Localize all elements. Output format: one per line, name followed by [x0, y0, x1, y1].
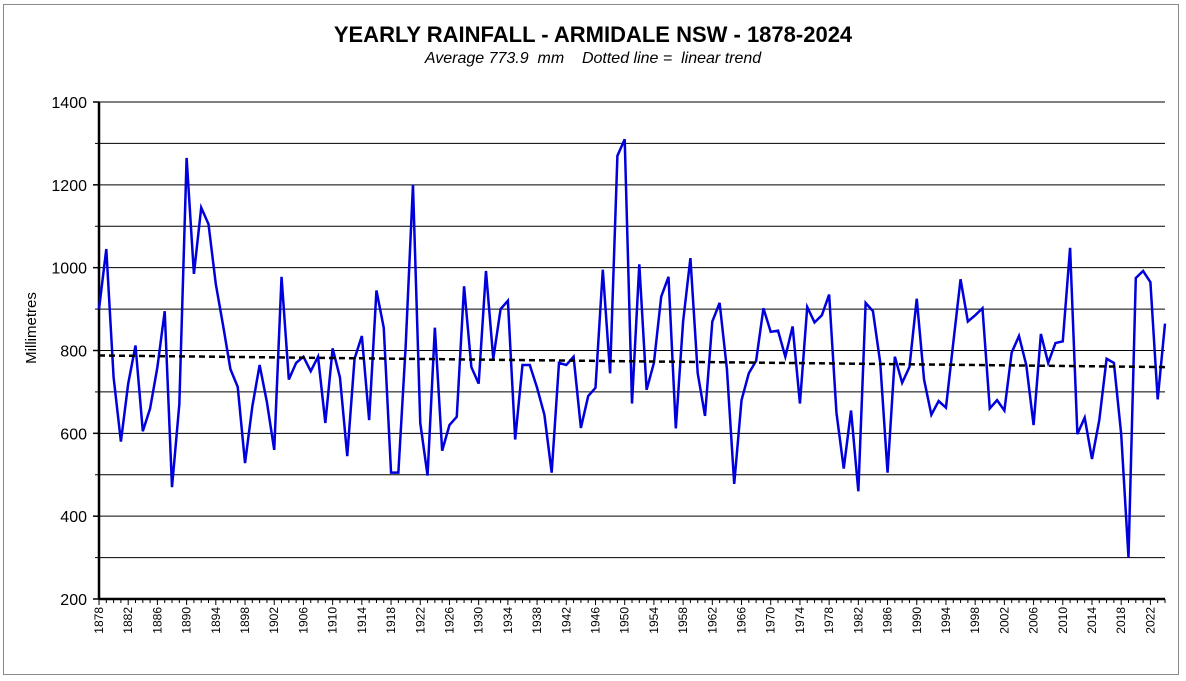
x-tick-label: 1974	[793, 607, 807, 634]
x-tick-label: 2022	[1143, 607, 1157, 634]
x-tick-label: 1914	[355, 607, 369, 634]
y-axis-label: Millimetres	[23, 292, 40, 364]
y-tick-label: 1000	[51, 261, 87, 278]
x-tick-label: 1946	[588, 607, 602, 634]
x-tick-label: 1930	[472, 607, 486, 634]
x-tick-label: 1882	[121, 607, 135, 634]
x-tick-label: 1950	[618, 607, 632, 634]
x-tick-label: 2010	[1056, 607, 1070, 634]
x-tick-label: 2006	[1027, 607, 1041, 634]
x-tick-label: 1918	[384, 607, 398, 634]
x-tick-label: 2018	[1114, 607, 1128, 634]
x-tick-label: 1886	[150, 607, 164, 634]
y-tick-label: 800	[60, 344, 87, 361]
chart-subtitle: Average 773.9 mm Dotted line = linear tr…	[424, 50, 762, 67]
x-tick-label: 1954	[647, 607, 661, 634]
x-tick-label: 1942	[559, 607, 573, 634]
x-tick-label: 1998	[968, 607, 982, 634]
y-tick-label: 1200	[51, 178, 87, 195]
x-tick-label: 1966	[735, 607, 749, 634]
x-tick-label: 1994	[939, 607, 953, 634]
x-tick-label: 1902	[267, 607, 281, 634]
x-tick-label: 2002	[997, 607, 1011, 634]
x-tick-label: 1906	[296, 607, 310, 634]
y-tick-label: 1400	[51, 95, 87, 112]
x-tick-label: 1958	[676, 607, 690, 634]
x-tick-label: 1934	[501, 607, 515, 634]
x-tick-label: 1910	[326, 607, 340, 634]
x-tick-label: 1962	[705, 607, 719, 634]
chart-title: YEARLY RAINFALL - ARMIDALE NSW - 1878-20…	[333, 22, 853, 47]
trend-line	[98, 354, 1166, 369]
x-tick-label: 1978	[822, 607, 836, 634]
x-tick-label: 1878	[92, 607, 106, 634]
x-tick-label: 2014	[1085, 607, 1099, 634]
x-tick-label: 1890	[180, 607, 194, 634]
y-tick-label: 600	[60, 426, 87, 443]
x-tick-label: 1926	[442, 607, 456, 634]
x-tick-label: 1982	[851, 607, 865, 634]
x-tick-label: 1990	[910, 607, 924, 634]
x-tick-label: 1898	[238, 607, 252, 634]
y-tick-label: 200	[60, 592, 87, 609]
x-tick-label: 1938	[530, 607, 544, 634]
x-tick-label: 1970	[764, 607, 778, 634]
x-tick-label: 1922	[413, 607, 427, 634]
x-tick-label: 1894	[209, 607, 223, 634]
y-tick-label: 400	[60, 509, 87, 526]
rainfall-series-line	[97, 138, 1167, 558]
x-tick-label: 1986	[881, 607, 895, 634]
